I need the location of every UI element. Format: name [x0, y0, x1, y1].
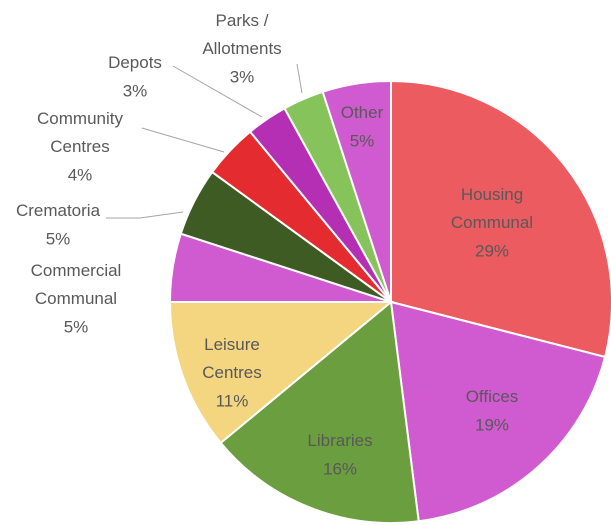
pie-slice	[219, 300, 420, 524]
value-label: 16%	[323, 459, 357, 478]
value-label: 29%	[475, 241, 509, 260]
category-label: Parks / Allotments	[202, 11, 281, 58]
value-label: 5%	[350, 131, 375, 150]
pie-slice	[389, 300, 607, 523]
value-label: 19%	[475, 415, 509, 434]
category-label: Leisure Centres	[202, 335, 262, 382]
value-label: 5%	[46, 229, 71, 248]
leader-line	[296, 63, 303, 94]
value-label: 4%	[68, 165, 93, 184]
pie-slice	[168, 301, 394, 445]
value-label: 3%	[230, 67, 255, 86]
value-label: 3%	[123, 81, 148, 100]
pie-slice	[321, 79, 392, 303]
category-label: Libraries	[307, 431, 372, 450]
leader-line	[141, 127, 225, 153]
category-label: Commercial Communal	[31, 261, 122, 308]
category-label: Crematoria	[16, 201, 101, 220]
category-label: Community Centres	[37, 109, 123, 156]
category-label: Depots	[108, 53, 162, 72]
value-label: 5%	[64, 317, 89, 336]
category-label: Other	[341, 103, 384, 122]
leader-line	[106, 211, 184, 219]
pie-slice	[390, 79, 611, 359]
value-label: 11%	[216, 391, 249, 410]
category-label: Offices	[466, 387, 519, 406]
leader-line	[172, 65, 263, 118]
category-label: Housing Communal	[451, 185, 533, 232]
